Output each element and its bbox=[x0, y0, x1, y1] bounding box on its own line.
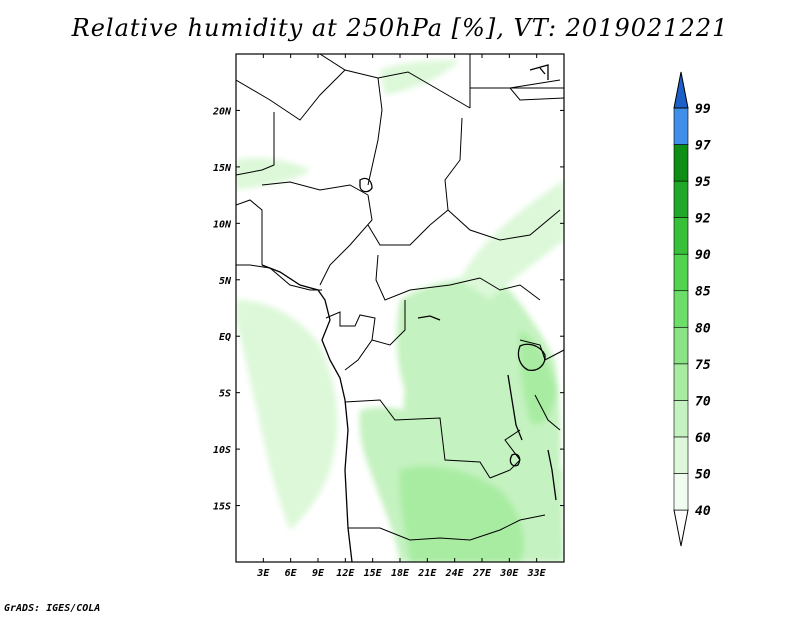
lat-tick-label: 10S bbox=[213, 445, 231, 456]
colorbar-segment bbox=[673, 107, 689, 145]
colorbar-label: 60 bbox=[695, 431, 711, 446]
lon-tick-label: 27E bbox=[472, 568, 492, 579]
coastline-red-sea bbox=[529, 64, 549, 80]
lake-mweru bbox=[509, 453, 521, 467]
border-kenya-tanz bbox=[534, 394, 561, 431]
lon-tick-label: 18E bbox=[391, 568, 410, 579]
coastlines-lakes bbox=[261, 64, 557, 562]
colorbar-label: 99 bbox=[695, 102, 711, 117]
border-chad-car bbox=[367, 224, 431, 246]
colorbar-segment bbox=[673, 290, 689, 328]
lon-tick-label: 33E bbox=[527, 568, 547, 579]
border-sudan-ssudan bbox=[447, 209, 561, 241]
lon-tick-label: 21E bbox=[417, 568, 437, 579]
humidity-area-northeast bbox=[460, 180, 564, 300]
humidity-area-east-rift bbox=[519, 330, 556, 424]
humidity-area-atlantic bbox=[236, 300, 338, 530]
colorbar-label: 90 bbox=[695, 248, 711, 263]
map-panel: 3E 6E 9E 12E 15E 18E 21E 24E 27E 30E 33E 20N 15N 10N 5… bbox=[212, 53, 565, 579]
colorbar-label: 97 bbox=[695, 139, 711, 154]
footer-credit: GrADS: IGES/COLA bbox=[4, 603, 101, 614]
coastline-gulf-guinea bbox=[261, 264, 353, 562]
humidity-area-west bbox=[236, 158, 310, 190]
border-congo-gabon bbox=[325, 311, 376, 371]
border-ethiopia bbox=[509, 79, 564, 101]
border-niger-nigeria bbox=[261, 181, 369, 196]
colorbar-label: 80 bbox=[695, 321, 711, 336]
colorbar-label: 50 bbox=[695, 467, 711, 482]
colorbar-label: 75 bbox=[695, 358, 711, 373]
lat-tick-label: 10N bbox=[213, 219, 232, 230]
border-drc-angola bbox=[344, 399, 491, 479]
lat-tick-label: 20N bbox=[212, 106, 232, 117]
lat-tick-label: EQ bbox=[219, 332, 231, 343]
border-chad-sudan bbox=[429, 117, 463, 226]
humidity-area-south-core bbox=[399, 466, 524, 562]
lake-tana bbox=[539, 67, 546, 75]
border-mali-niger bbox=[236, 112, 275, 176]
border-westafrica-inner bbox=[236, 199, 263, 265]
colorbar-segment bbox=[673, 473, 689, 511]
lat-tick-label: 15N bbox=[213, 163, 232, 174]
colorbar-segment bbox=[673, 144, 689, 182]
border-nigeria-cameroon bbox=[319, 194, 373, 286]
colorbar-segment bbox=[673, 253, 689, 292]
border-algeria-niger bbox=[236, 69, 346, 121]
lat-tick-label: 5N bbox=[219, 276, 232, 287]
colorbar-segment bbox=[673, 436, 689, 474]
lon-tick-label: 9E bbox=[312, 568, 325, 579]
map-title: Relative humidity at 250hPa [%], VT: 201… bbox=[71, 14, 729, 42]
colorbar-segment bbox=[673, 400, 689, 438]
border-zambia-south bbox=[469, 514, 546, 541]
lat-tick-label: 5S bbox=[219, 389, 231, 400]
lake-tanganyika bbox=[507, 374, 523, 441]
colorbar-label: 95 bbox=[695, 175, 711, 190]
political-boundaries bbox=[236, 54, 564, 541]
colorbar-top-arrow bbox=[673, 71, 689, 109]
border-west-coast bbox=[236, 264, 322, 291]
colorbar: 40 50 60 70 75 80 85 90 92 95 97 99 bbox=[673, 71, 711, 547]
colorbar-segment bbox=[673, 363, 689, 401]
humidity-area-north-speck bbox=[380, 60, 460, 95]
lat-tick-label: 15S bbox=[213, 502, 231, 513]
colorbar-label: 85 bbox=[695, 285, 711, 300]
lake-malawi bbox=[547, 449, 557, 501]
border-car-drc bbox=[375, 254, 481, 301]
lon-tick-label: 6E bbox=[285, 568, 298, 579]
colorbar-segment bbox=[673, 180, 689, 218]
lake-victoria bbox=[517, 343, 546, 371]
lon-tick-label: 15E bbox=[364, 568, 383, 579]
colorbar-segment bbox=[673, 217, 689, 255]
lon-tick-label: 24E bbox=[445, 568, 465, 579]
colorbar-label: 92 bbox=[695, 212, 711, 227]
border-east-uganda bbox=[519, 339, 564, 361]
lon-tick-label: 3E bbox=[256, 568, 270, 579]
colorbar-bottom-arrow bbox=[673, 509, 689, 547]
border-angola-namibia bbox=[348, 527, 471, 541]
lon-tick-label: 12E bbox=[336, 568, 355, 579]
colorbar-label: 40 bbox=[695, 504, 711, 519]
border-chad-west bbox=[367, 77, 383, 186]
river-congo bbox=[417, 315, 441, 321]
colorbar-segment bbox=[673, 326, 689, 365]
map-ticks: 3E 6E 9E 12E 15E 18E 21E 24E 27E 30E 33E 20N 15N 10N 5… bbox=[212, 54, 564, 579]
border-congo-drc bbox=[371, 300, 406, 346]
border-ssudan-drc bbox=[479, 277, 541, 301]
lake-chad bbox=[359, 177, 373, 193]
colorbar-label: 70 bbox=[695, 394, 711, 409]
lon-tick-label: 30E bbox=[499, 568, 519, 579]
